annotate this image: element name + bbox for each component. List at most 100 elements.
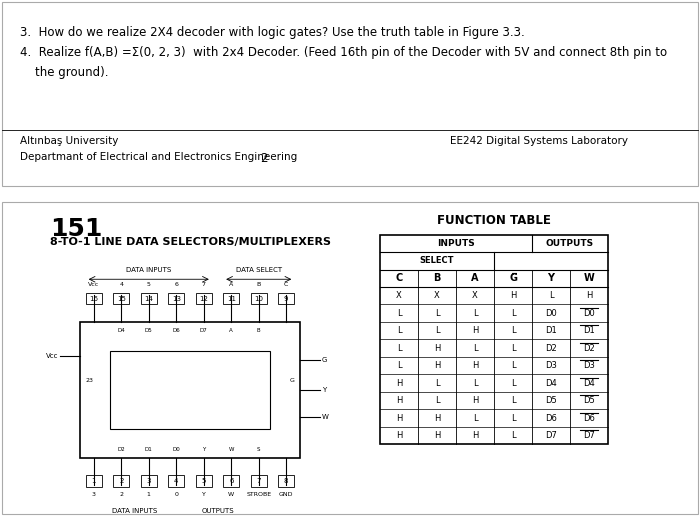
Text: X: X [434, 291, 440, 300]
Text: B: B [257, 282, 261, 287]
Text: 5: 5 [202, 478, 206, 484]
Text: L: L [511, 396, 515, 405]
Text: L: L [473, 413, 477, 423]
Text: W: W [322, 414, 329, 420]
Text: L: L [511, 326, 515, 335]
Text: D7: D7 [583, 431, 595, 440]
Text: H: H [434, 413, 440, 423]
Text: 8-TO-1 LINE DATA SELECTORS/MULTIPLEXERS: 8-TO-1 LINE DATA SELECTORS/MULTIPLEXERS [50, 236, 331, 247]
Text: H: H [472, 396, 478, 405]
Text: L: L [511, 309, 515, 318]
Text: 151: 151 [50, 217, 102, 241]
Text: D0: D0 [172, 447, 180, 452]
Text: 3: 3 [92, 492, 96, 497]
Text: L: L [549, 291, 553, 300]
Text: the ground).: the ground). [20, 66, 108, 79]
Text: Vcc: Vcc [46, 353, 58, 359]
Text: X: X [472, 291, 478, 300]
Text: A: A [229, 282, 233, 287]
Text: H: H [434, 361, 440, 370]
Text: OUTPUTS: OUTPUTS [201, 508, 234, 514]
Bar [85, 293, 101, 304]
Bar [196, 475, 211, 487]
Text: H: H [472, 431, 478, 440]
Text: Y: Y [202, 492, 206, 497]
Text: D4: D4 [545, 379, 557, 388]
Text: B: B [257, 328, 260, 333]
Text: S: S [257, 447, 260, 452]
Text: L: L [397, 326, 401, 335]
Text: INPUTS: INPUTS [437, 239, 475, 248]
Text: 4: 4 [174, 478, 179, 484]
Text: DATA INPUTS: DATA INPUTS [126, 267, 172, 273]
Bar [168, 475, 184, 487]
Bar [113, 293, 130, 304]
Text: D7: D7 [545, 431, 557, 440]
Bar [251, 293, 267, 304]
Bar [279, 475, 294, 487]
Text: H: H [395, 431, 402, 440]
Text: 7: 7 [202, 282, 206, 287]
Text: D3: D3 [583, 361, 595, 370]
Text: 6: 6 [174, 282, 179, 287]
Text: L: L [473, 379, 477, 388]
Text: Vcc: Vcc [88, 282, 99, 287]
Text: D1: D1 [545, 326, 557, 335]
Text: 7: 7 [256, 478, 261, 484]
Text: H: H [395, 396, 402, 405]
Text: L: L [511, 431, 515, 440]
Text: D1: D1 [145, 447, 153, 452]
Text: D6: D6 [172, 328, 180, 333]
Text: 0: 0 [174, 492, 179, 497]
Bar [141, 475, 157, 487]
Text: H: H [586, 291, 592, 300]
Bar [80, 322, 300, 458]
Text: 4.  Realize f(A,B) =Σ(0, 2, 3)  with 2x4 Decoder. (Feed 16th pin of the Decoder : 4. Realize f(A,B) =Σ(0, 2, 3) with 2x4 D… [20, 46, 667, 59]
Text: W: W [228, 447, 234, 452]
Text: L: L [435, 309, 440, 318]
Text: H: H [434, 344, 440, 352]
Bar [113, 475, 130, 487]
Bar [223, 475, 239, 487]
Text: EE242 Digital Systems Laboratory: EE242 Digital Systems Laboratory [450, 136, 628, 146]
Text: STROBE: STROBE [246, 492, 272, 497]
Text: H: H [434, 431, 440, 440]
Text: DATA SELECT: DATA SELECT [236, 267, 282, 273]
Text: L: L [511, 361, 515, 370]
Text: 9: 9 [284, 296, 288, 302]
Text: L: L [435, 396, 440, 405]
Bar [223, 293, 239, 304]
Text: D2: D2 [545, 344, 557, 352]
Text: 3.  How do we realize 2X4 decoder with logic gates? Use the truth table in Figur: 3. How do we realize 2X4 decoder with lo… [20, 26, 525, 39]
Text: L: L [473, 309, 477, 318]
Text: D5: D5 [545, 396, 557, 405]
Text: 3: 3 [146, 478, 151, 484]
Text: SELECT: SELECT [420, 256, 454, 265]
Text: Y: Y [202, 447, 205, 452]
Text: W: W [584, 273, 594, 283]
Text: G: G [289, 378, 294, 383]
Text: 8: 8 [284, 478, 288, 484]
Text: H: H [510, 291, 516, 300]
Text: OUTPUTS: OUTPUTS [546, 239, 594, 248]
Text: D1: D1 [583, 326, 595, 335]
Bar [110, 351, 270, 429]
Text: 15: 15 [117, 296, 126, 302]
Text: D6: D6 [545, 413, 557, 423]
Text: D0: D0 [545, 309, 557, 318]
Bar [380, 235, 608, 444]
Text: L: L [473, 344, 477, 352]
Text: 14: 14 [144, 296, 153, 302]
Text: G̅: G̅ [509, 273, 517, 283]
Text: Altınbaş University: Altınbaş University [20, 136, 118, 146]
Text: Y: Y [547, 273, 554, 283]
Bar [141, 293, 157, 304]
Text: D7: D7 [200, 328, 208, 333]
Bar [168, 293, 184, 304]
Text: 12: 12 [199, 296, 208, 302]
Text: L: L [435, 379, 440, 388]
Text: 23: 23 [86, 378, 94, 383]
Text: GND: GND [279, 492, 293, 497]
Text: L: L [397, 344, 401, 352]
Text: 2: 2 [119, 478, 123, 484]
